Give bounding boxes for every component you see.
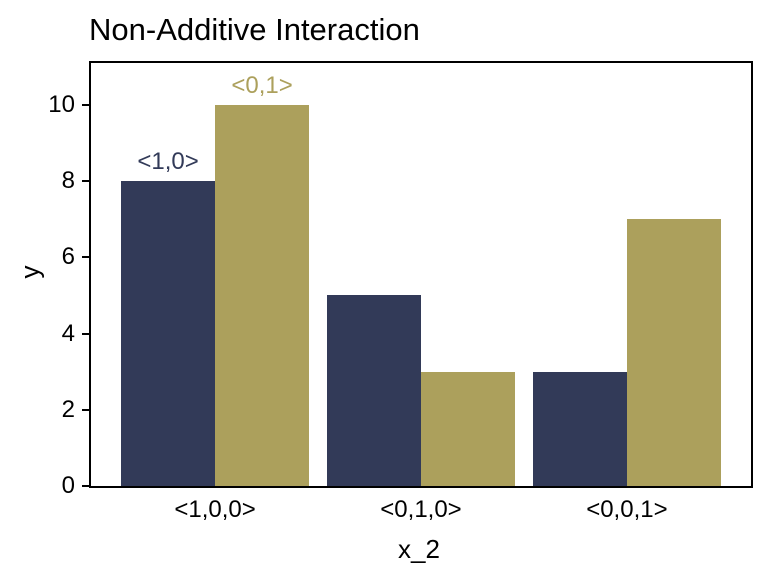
y-tick-label: 2 [61,395,75,423]
y-tick-label: 10 [48,90,75,118]
chart-title: Non-Additive Interaction [89,12,420,47]
y-tick-label: 4 [61,319,75,347]
x-tick-label: <1,0,0> [174,496,256,523]
y-tick-mark [82,256,89,259]
bar-annotation: <0,1> [231,71,293,99]
y-tick-mark [82,408,89,411]
y-tick-label: 6 [61,243,75,271]
bar [421,371,515,486]
bar [215,104,310,486]
y-tick-mark [82,103,89,106]
y-axis-label: y [14,265,45,279]
x-axis-label: x_2 [398,534,440,564]
y-tick-mark [82,180,89,183]
y-tick-mark [82,332,89,335]
bar [327,295,421,486]
bar [626,219,721,486]
plot-area: 0 2 4 6 8 10 <1,0,0> <0,1,0> <0,0,1> <1,0> <0,1> [48,61,753,522]
y-tick-label: 8 [61,167,75,195]
y-tick-mark [82,485,89,487]
x-tick-label: <0,0,1> [586,496,668,523]
bar [532,371,627,486]
y-tick-label: 0 [61,472,75,499]
x-tick-label: <0,1,0> [380,496,462,523]
bar-annotation: <1,0> [137,148,199,176]
bar [121,181,216,486]
